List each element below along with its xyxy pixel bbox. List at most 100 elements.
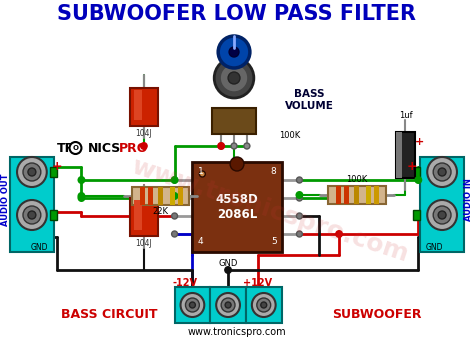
Circle shape	[433, 206, 451, 224]
Bar	[178, 187, 182, 205]
Bar	[130, 88, 158, 126]
Circle shape	[228, 72, 240, 84]
Bar	[210, 287, 246, 323]
Text: AUDIO OUT: AUDIO OUT	[0, 174, 9, 226]
Bar	[374, 186, 379, 204]
Circle shape	[185, 298, 200, 312]
Circle shape	[296, 177, 302, 183]
Bar	[336, 186, 341, 204]
Circle shape	[216, 293, 240, 317]
Text: O: O	[73, 145, 79, 151]
Circle shape	[172, 213, 178, 219]
Circle shape	[296, 213, 302, 219]
Text: GND: GND	[31, 242, 48, 252]
Text: 4558D
2086L: 4558D 2086L	[216, 193, 258, 221]
Text: NICS: NICS	[87, 141, 121, 154]
Circle shape	[433, 163, 451, 181]
Bar	[246, 287, 282, 323]
Circle shape	[427, 200, 457, 230]
Bar	[50, 210, 57, 220]
Circle shape	[221, 298, 235, 312]
Circle shape	[171, 176, 179, 184]
Text: 5: 5	[271, 238, 276, 246]
Bar	[134, 90, 142, 120]
Text: www.tronicspro.com: www.tronicspro.com	[128, 154, 411, 266]
Circle shape	[17, 157, 47, 187]
Circle shape	[172, 195, 178, 201]
Circle shape	[23, 163, 41, 181]
Text: AUDIO IN: AUDIO IN	[465, 178, 474, 221]
Circle shape	[438, 168, 446, 176]
Circle shape	[140, 142, 148, 150]
Bar	[134, 200, 142, 230]
Text: +: +	[51, 159, 62, 172]
Text: 100K: 100K	[279, 132, 300, 140]
Text: GND: GND	[426, 242, 443, 252]
Circle shape	[229, 47, 239, 57]
Circle shape	[218, 143, 224, 149]
Circle shape	[218, 36, 250, 68]
Circle shape	[172, 231, 178, 237]
Text: BASS
VOLUME: BASS VOLUME	[285, 89, 334, 111]
Circle shape	[17, 200, 47, 230]
Circle shape	[217, 142, 225, 150]
Circle shape	[214, 58, 254, 98]
Circle shape	[28, 168, 36, 176]
Text: GND: GND	[219, 259, 238, 269]
Circle shape	[296, 231, 302, 237]
Circle shape	[220, 64, 248, 92]
Bar	[174, 287, 210, 323]
Text: SUBWOOFER: SUBWOOFER	[332, 308, 421, 322]
Circle shape	[77, 176, 85, 184]
Text: www.tronicspro.com: www.tronicspro.com	[188, 327, 286, 337]
Circle shape	[190, 302, 195, 308]
Text: 1uf: 1uf	[399, 110, 412, 119]
Circle shape	[257, 298, 271, 312]
Text: PRO: PRO	[119, 141, 148, 154]
Circle shape	[427, 157, 457, 187]
Bar	[158, 187, 163, 205]
Text: BASS CIRCUIT: BASS CIRCUIT	[61, 308, 157, 322]
Bar	[328, 186, 386, 204]
Text: +: +	[407, 159, 418, 172]
Circle shape	[181, 293, 204, 317]
Text: 4: 4	[198, 238, 203, 246]
Bar	[212, 108, 256, 134]
Bar	[148, 187, 153, 205]
Bar	[354, 186, 359, 204]
Text: TR: TR	[57, 141, 75, 154]
Bar	[413, 210, 420, 220]
Circle shape	[252, 293, 276, 317]
Circle shape	[172, 177, 178, 183]
Circle shape	[230, 157, 244, 171]
Circle shape	[295, 191, 303, 199]
Circle shape	[171, 192, 179, 200]
Text: -12V: -12V	[173, 278, 198, 288]
Bar	[192, 162, 282, 252]
Bar	[395, 132, 402, 178]
Circle shape	[414, 176, 422, 184]
Bar	[366, 186, 371, 204]
Circle shape	[224, 266, 232, 274]
Circle shape	[28, 211, 36, 219]
Circle shape	[296, 195, 302, 201]
Text: +12V: +12V	[243, 278, 273, 288]
Circle shape	[70, 142, 82, 154]
Bar	[132, 187, 190, 205]
Circle shape	[200, 171, 205, 177]
Text: SUBWOOFER LOW PASS FILTER: SUBWOOFER LOW PASS FILTER	[57, 4, 417, 24]
Circle shape	[225, 302, 231, 308]
Circle shape	[23, 206, 41, 224]
Circle shape	[77, 192, 85, 200]
Bar	[170, 187, 174, 205]
Text: 104J: 104J	[136, 239, 152, 249]
Circle shape	[77, 194, 85, 202]
Text: +: +	[415, 137, 424, 147]
Circle shape	[438, 211, 446, 219]
Circle shape	[231, 143, 237, 149]
Text: 8: 8	[271, 168, 276, 176]
Text: 22K: 22K	[153, 206, 169, 216]
Circle shape	[261, 302, 267, 308]
Text: 104J: 104J	[136, 130, 152, 138]
Bar	[420, 157, 464, 252]
